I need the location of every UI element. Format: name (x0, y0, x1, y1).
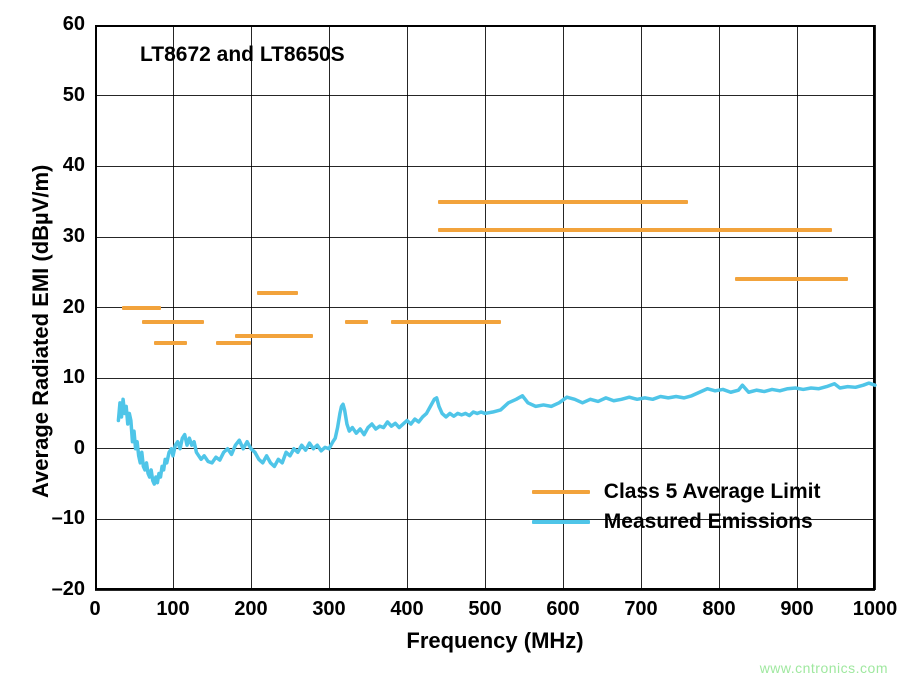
legend: Class 5 Average Limit Measured Emissions (532, 480, 821, 540)
x-tick-label: 1000 (851, 598, 899, 621)
y-tick-label: 0 (74, 437, 85, 460)
x-tick-label: 400 (383, 598, 431, 621)
y-tick-label: 30 (63, 225, 85, 248)
legend-swatch (532, 490, 590, 494)
y-tick-label: 60 (63, 13, 85, 36)
x-axis-label: Frequency (MHz) (385, 628, 605, 654)
x-tick-label: 700 (617, 598, 665, 621)
legend-item: Class 5 Average Limit (532, 480, 821, 504)
x-tick-label: 600 (539, 598, 587, 621)
x-tick-label: 800 (695, 598, 743, 621)
legend-label: Class 5 Average Limit (604, 480, 821, 504)
x-tick-label: 300 (305, 598, 353, 621)
x-tick-label: 200 (227, 598, 275, 621)
y-axis-label: Average Radiated EMI (dBµV/m) (28, 164, 54, 497)
x-tick-label: 100 (149, 598, 197, 621)
y-tick-label: –10 (52, 507, 85, 530)
x-tick-label: 900 (773, 598, 821, 621)
legend-swatch (532, 520, 590, 524)
y-tick-label: 10 (63, 366, 85, 389)
x-tick-label: 0 (71, 598, 119, 621)
y-tick-label: –20 (52, 578, 85, 601)
y-tick-label: 20 (63, 296, 85, 319)
legend-item: Measured Emissions (532, 510, 821, 534)
y-tick-label: 50 (63, 84, 85, 107)
legend-label: Measured Emissions (604, 510, 813, 534)
chart-title: LT8672 and LT8650S (140, 43, 345, 67)
watermark: www.cntronics.com (760, 660, 888, 676)
y-tick-label: 40 (63, 154, 85, 177)
x-tick-label: 500 (461, 598, 509, 621)
